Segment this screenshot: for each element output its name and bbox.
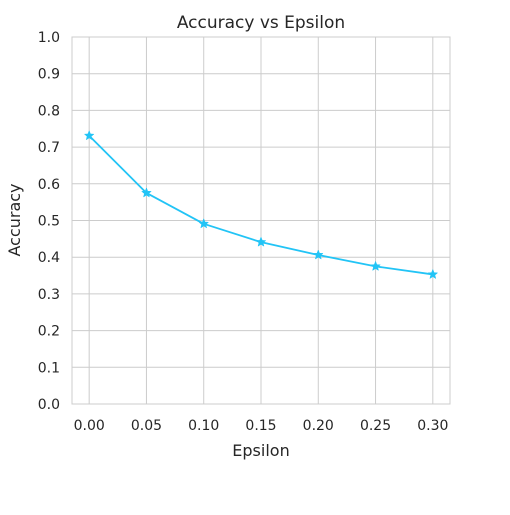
x-tick-label: 0.05 [131,418,162,434]
x-tick-labels: 0.00 0.05 0.10 0.15 0.20 0.25 0.30 [74,418,449,434]
y-tick-label: 0.0 [38,397,60,413]
x-tick-label: 0.15 [245,418,276,434]
y-tick-label: 0.2 [38,324,60,340]
y-tick-label: 0.4 [38,250,60,266]
x-tick-label: 0.00 [74,418,105,434]
x-tick-label: 0.30 [417,418,448,434]
x-tick-label: 0.10 [188,418,219,434]
data-point-star [198,218,210,229]
x-tick-label: 0.25 [360,418,391,434]
y-tick-labels: 0.0 0.1 0.2 0.3 0.4 0.5 0.6 0.7 0.8 0.9 1.0 [38,30,60,413]
y-tick-label: 0.7 [38,140,60,156]
x-tick-label: 0.20 [303,418,334,434]
y-tick-label: 0.6 [38,177,60,193]
data-point-star [141,187,152,198]
y-tick-label: 0.5 [38,214,60,230]
data-point-star [255,236,267,247]
data-point-star [312,249,324,260]
chart-title: Accuracy vs Epsilon [177,13,345,33]
y-tick-label: 0.3 [38,287,60,303]
grid-lines [72,36,450,405]
y-tick-label: 0.8 [38,103,60,119]
x-axis-label: Epsilon [232,441,289,460]
data-point-star [370,260,381,271]
y-tick-label: 1.0 [38,30,60,46]
data-point-star [427,268,439,280]
y-tick-label: 0.1 [38,360,60,376]
data-point-star [83,130,95,141]
y-axis-label: Accuracy [5,183,24,256]
series-layer [83,130,439,280]
y-tick-label: 0.9 [38,67,60,83]
